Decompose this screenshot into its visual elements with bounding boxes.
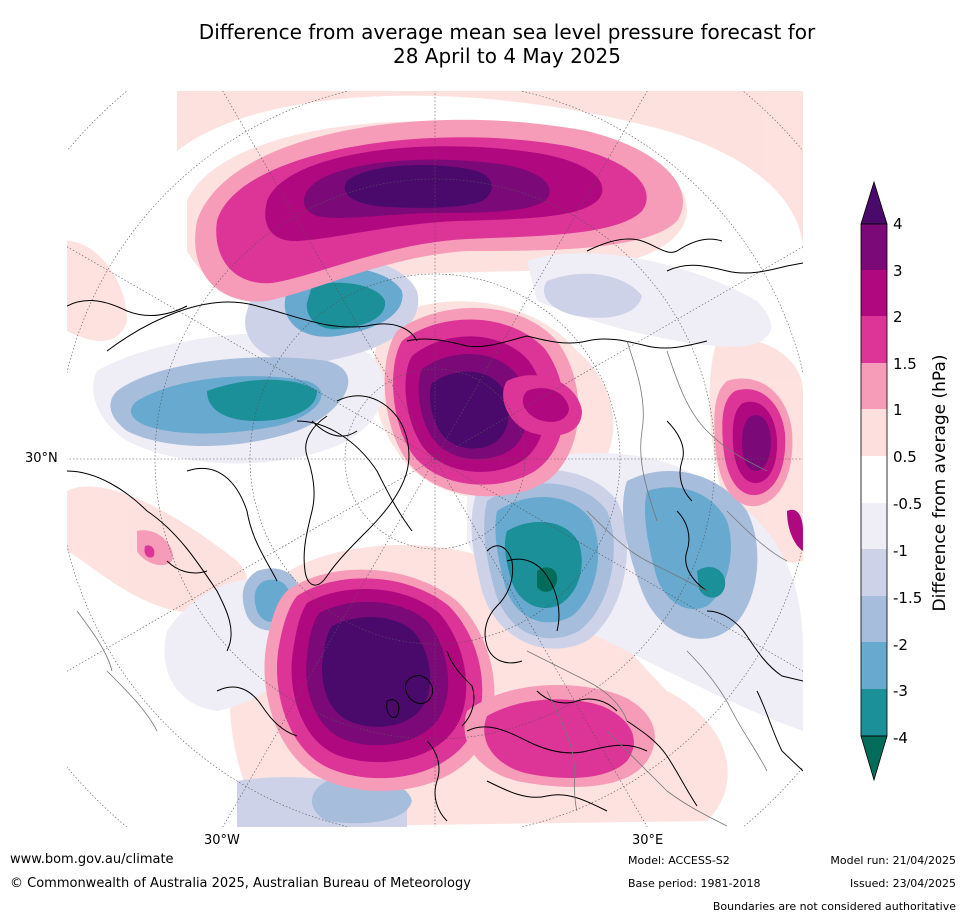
colorbar-tick-label: 0.5 [893,448,917,466]
copyright-text: © Commonwealth of Australia 2025, Austra… [10,876,471,891]
colorbar-segment [861,409,887,456]
title-line-1: Difference from average mean sea level p… [198,20,816,44]
colorbar-tick-label: 3 [893,262,903,280]
graticule [67,91,803,827]
colorbar-segment [861,270,887,316]
country-boundaries [76,340,788,827]
colorbar-segment [861,503,887,549]
coastlines [67,238,803,822]
colorbar-segment [861,689,887,736]
longitude-label-30e: 30°E [632,833,664,848]
issued-text: Issued: 23/04/2025 [849,877,956,890]
colorbar-max-extension [860,180,888,225]
colorbar-tick-label: -2 [893,636,908,654]
pressure-anomaly-map[interactable] [67,91,803,827]
colorbar-tick-label: 4 [893,215,903,233]
colorbar-title: Difference from average (hPa) [930,354,950,612]
colorbar-tick-label: -1.5 [893,589,923,607]
colorbar-tick-label: 1.5 [893,355,917,373]
colorbar-segment [861,224,887,270]
colorbar-min-extension [860,735,888,782]
colorbar-tick-label: 2 [893,308,903,326]
latitude-label-30n: 30°N [25,451,58,466]
title-line-2: 28 April to 4 May 2025 [393,44,621,68]
map-svg [67,91,803,827]
colorbar-segment [861,316,887,363]
base-period-text: Base period: 1981-2018 [628,877,761,890]
model-run-text: Model run: 21/04/2025 [830,854,956,867]
disclaimer-text: Boundaries are not considered authoritat… [712,900,956,913]
colorbar-segment [861,456,887,503]
colorbar-segment [861,642,887,689]
colorbar [860,180,888,782]
map-title: Difference from average mean sea level p… [0,20,965,68]
colorbar-tick-label: 1 [893,401,903,419]
colorbar-tick-label: -1 [893,542,908,560]
anomaly-contours-positive [137,119,803,791]
colorbar-tick-label: -3 [893,682,908,700]
colorbar-segment [861,596,887,642]
colorbar-frame [860,223,888,737]
colorbar-segment [861,363,887,409]
model-text: Model: ACCESS-S2 [628,854,730,867]
anomaly-contours-negative [110,257,758,824]
colorbar-segment [861,549,887,596]
colorbar-tick-label: -4 [893,729,908,747]
longitude-label-30w: 30°W [204,833,240,848]
colorbar-tick-label: -0.5 [893,495,923,513]
website-link[interactable]: www.bom.gov.au/climate [10,852,174,867]
